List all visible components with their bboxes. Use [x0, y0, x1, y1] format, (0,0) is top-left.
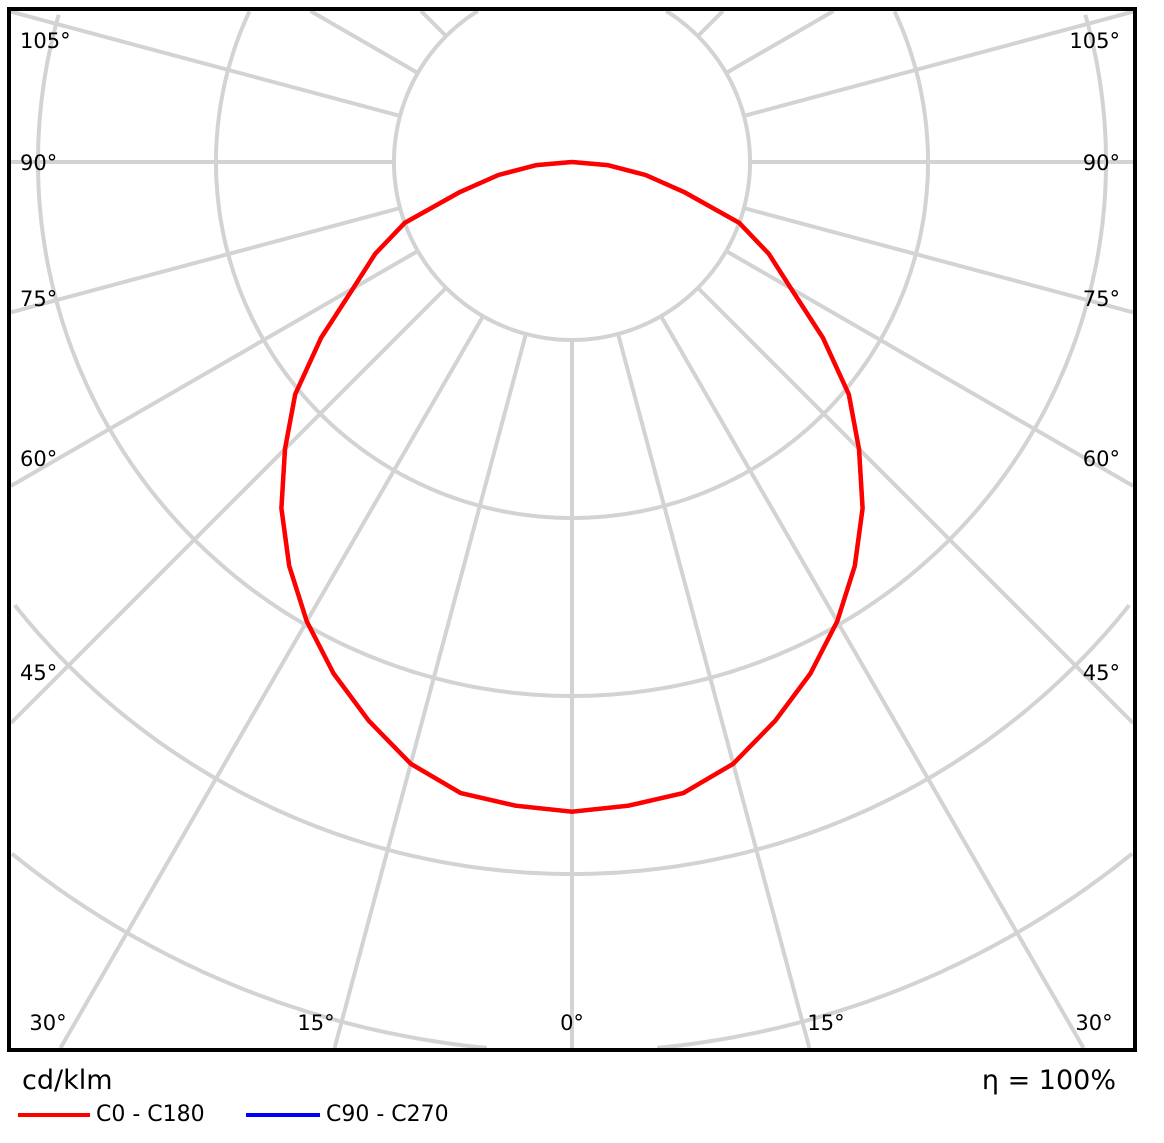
polar-intensity-chart: 105° 90° 75° 60° 45° 105° 90° 75° 60° 45° 30° 15° 0°… [7, 7, 1137, 1052]
grid-spoke [725, 9, 835, 75]
angle-label-right: 105° [1069, 29, 1120, 53]
grid-spoke [419, 9, 448, 38]
grid-ring [572, 10, 930, 520]
angle-label-bottom: 15° [807, 1011, 844, 1035]
legend-swatch-blue [246, 1113, 320, 1118]
angle-label-left: 45° [20, 661, 57, 685]
angle-label-bottom: 0° [560, 1011, 584, 1035]
angle-label-bottom: 30° [29, 1011, 66, 1035]
angle-label-left: 60° [20, 447, 57, 471]
series-curve-c0-c180 [279, 159, 865, 814]
grid-spoke [10, 206, 401, 315]
grid-ring [10, 852, 487, 1050]
grid-ring [36, 14, 572, 698]
grid-spoke [332, 333, 528, 1049]
angle-label-bottom: 15° [297, 1011, 334, 1035]
legend-item-c0: C0 - C180 [18, 1102, 205, 1127]
grid-spoke [696, 286, 1135, 725]
efficiency-label: η = 100% [981, 1065, 1116, 1096]
angle-label-left: 90° [20, 151, 57, 175]
grid-spoke [743, 206, 1134, 315]
angle-label-right: 75° [1083, 287, 1120, 311]
grid-spoke [58, 315, 485, 1050]
angle-label-left: 105° [20, 29, 71, 53]
grid-ring [214, 10, 572, 520]
plot-frame [7, 7, 1137, 1052]
grid-ring [392, 9, 572, 342]
grid-spoke [10, 9, 401, 118]
angle-label-right: 60° [1083, 447, 1120, 471]
grid-ring [13, 603, 572, 876]
grid-spoke [616, 333, 812, 1049]
angle-label-right: 45° [1083, 661, 1120, 685]
grid-spoke [743, 9, 1134, 118]
legend-swatch-red [18, 1113, 90, 1118]
grid-spoke [309, 9, 419, 75]
angle-label-left: 75° [20, 287, 57, 311]
legend-label: C0 - C180 [96, 1102, 205, 1127]
grid-spoke [696, 9, 725, 38]
legend-item-c90: C90 - C270 [246, 1102, 449, 1127]
angle-label-right: 90° [1083, 151, 1120, 175]
grid-ring [572, 9, 752, 342]
polar-grid [9, 9, 1135, 1050]
grid-ring [572, 14, 1108, 698]
angle-labels: 105° 90° 75° 60° 45° 105° 90° 75° 60° 45° 30° 15° 0°… [20, 29, 1120, 1035]
angle-label-bottom: 30° [1075, 1011, 1112, 1035]
grid-spoke [9, 286, 448, 725]
grid-ring [657, 852, 1134, 1050]
curves [279, 159, 865, 814]
unit-label: cd/klm [22, 1065, 113, 1096]
legend-label: C90 - C270 [326, 1102, 449, 1127]
grid-ring [572, 603, 1131, 876]
grid-spoke [659, 315, 1086, 1050]
